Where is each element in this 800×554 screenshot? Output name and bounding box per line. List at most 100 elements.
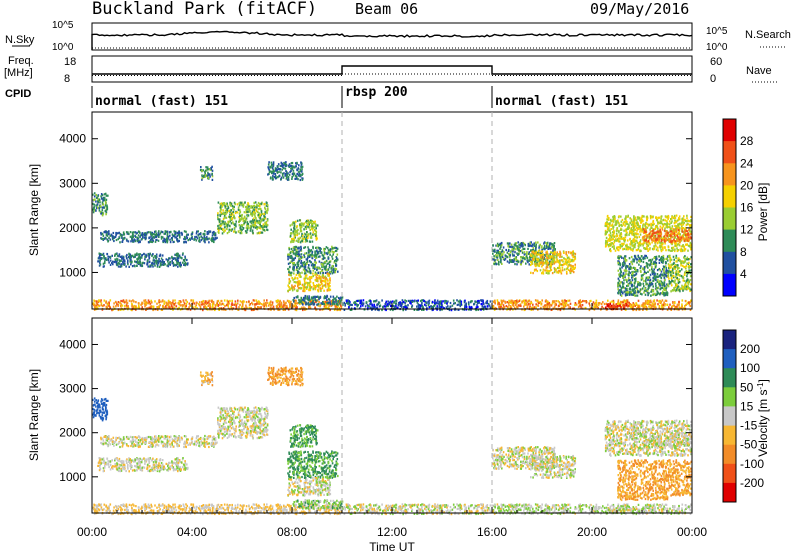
freq-label-1: Freq.	[8, 55, 34, 67]
scatter-cell	[211, 165, 213, 168]
scatter-cell	[103, 299, 106, 302]
scatter-cell	[227, 302, 229, 305]
scatter-cell	[149, 240, 151, 243]
scatter-cell	[384, 305, 386, 308]
scatter-cell	[127, 240, 130, 243]
scatter-cell	[155, 230, 157, 233]
scatter-cell	[290, 241, 292, 244]
scatter-cell	[175, 236, 178, 239]
scatter-cell	[221, 205, 223, 208]
scatter-cell	[545, 242, 547, 245]
scatter-cell	[183, 235, 186, 239]
scatter-cell	[221, 302, 224, 305]
scatter-cell	[191, 231, 194, 234]
scatter-cell	[329, 272, 331, 275]
scatter-cell	[227, 205, 230, 209]
scatter-cell	[271, 303, 274, 306]
scatter-cell	[266, 224, 269, 227]
scatter-cell	[543, 242, 545, 245]
scatter-cell	[259, 213, 262, 216]
scatter-cell	[301, 234, 304, 237]
scatter-cell	[242, 227, 244, 230]
scatter-cell	[523, 247, 526, 250]
scatter-cell	[647, 301, 649, 304]
scatter-cell	[273, 170, 276, 173]
scatter-cell	[265, 225, 268, 229]
scatter-cell	[336, 257, 338, 260]
scatter-cell	[671, 225, 674, 228]
scatter-cell	[439, 305, 441, 308]
scatter-cell	[295, 296, 298, 299]
scatter-cell	[307, 233, 310, 236]
scatter-cell	[308, 300, 311, 303]
scatter-cell	[234, 300, 237, 303]
scatter-cell	[169, 238, 171, 241]
scatter-cell	[625, 308, 627, 311]
scatter-cell	[294, 177, 296, 180]
scatter-cell	[560, 303, 563, 306]
scatter-cell	[199, 168, 202, 172]
scatter-cell	[562, 303, 565, 306]
scatter-cell	[295, 273, 298, 277]
scatter-cell	[299, 175, 302, 178]
scatter-cell	[308, 289, 310, 292]
scatter-cell	[445, 300, 448, 303]
scatter-cell	[335, 264, 337, 267]
scatter-cell	[288, 280, 291, 283]
scatter-cell	[642, 308, 644, 311]
scatter-cell	[525, 303, 527, 306]
scatter-cell	[238, 218, 241, 221]
scatter-cell	[166, 264, 168, 267]
scatter-cell	[514, 244, 517, 247]
scatter-cell	[511, 259, 514, 262]
scatter-cell	[274, 177, 277, 180]
scatter-cell	[92, 207, 95, 210]
scatter-cell	[308, 287, 311, 290]
scatter-cell	[286, 304, 288, 307]
scatter-cell	[436, 305, 438, 308]
scatter-cell	[186, 233, 188, 236]
scatter-cell	[310, 236, 313, 239]
scatter-cell	[557, 259, 560, 262]
scatter-cell	[339, 300, 341, 303]
scatter-cell	[339, 302, 341, 305]
scatter-cell	[517, 252, 520, 256]
scatter-cell	[236, 211, 239, 214]
scatter-cell	[161, 236, 164, 239]
scatter-cell	[519, 246, 521, 249]
scatter-cell	[292, 263, 295, 266]
scatter-cell	[343, 301, 345, 304]
scatter-cell	[121, 240, 124, 243]
scatter-cell	[329, 303, 332, 306]
scatter-cell	[145, 232, 147, 235]
scatter-cell	[530, 249, 532, 252]
scatter-cell	[306, 286, 308, 289]
scatter-cell	[95, 301, 98, 304]
scatter-cell	[120, 303, 122, 306]
scatter-cell	[347, 302, 349, 305]
scatter-cell	[96, 306, 98, 309]
scatter-cell	[546, 241, 549, 244]
scatter-cell	[411, 304, 414, 307]
scatter-cell	[122, 259, 125, 262]
scatter-cell	[361, 301, 363, 304]
scatter-cell	[300, 225, 303, 228]
scatter-cell	[96, 303, 99, 306]
scatter-cell	[303, 228, 305, 231]
scatter-cell	[227, 304, 229, 307]
scatter-cell	[402, 309, 404, 312]
scatter-cell	[204, 170, 206, 173]
scatter-cell	[431, 300, 434, 303]
scatter-cell	[151, 240, 154, 244]
scatter-cell	[535, 258, 538, 261]
scatter-cell	[243, 223, 245, 226]
scatter-cell	[288, 248, 291, 251]
scatter-cell	[501, 262, 503, 265]
scatter-cell	[561, 259, 564, 262]
scatter-cell	[107, 258, 109, 261]
scatter-cell	[595, 302, 597, 305]
scatter-cell	[125, 255, 128, 258]
scatter-cell	[512, 303, 515, 307]
scatter-cell	[303, 296, 305, 299]
scatter-cell	[159, 254, 162, 257]
